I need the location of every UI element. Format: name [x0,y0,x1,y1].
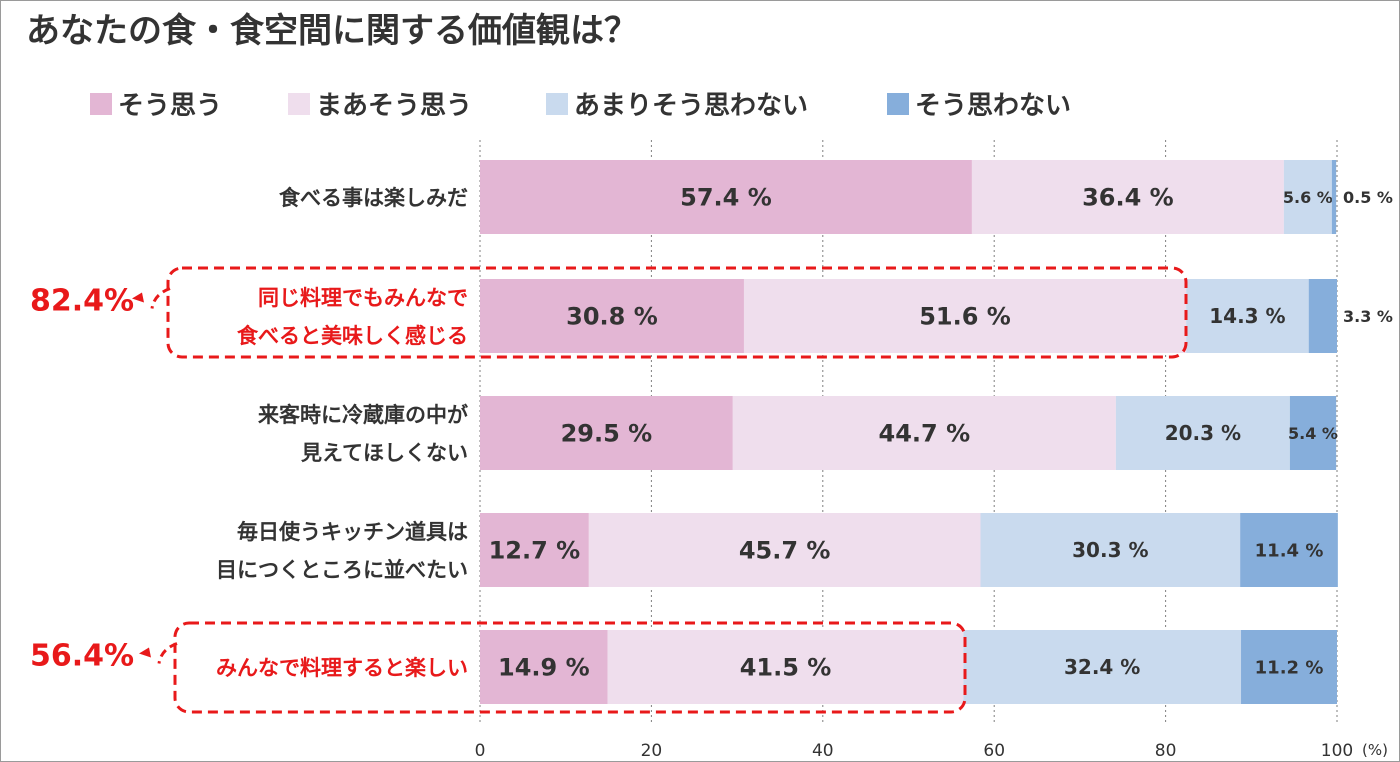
tick-label-0: 0 [475,741,486,761]
callout-pointer-1 [150,287,171,309]
data-label-4-3: 11.2 % [1255,657,1324,678]
bar-segment-1-1 [743,279,1187,353]
bar-segment-3-1 [588,513,981,587]
bar-segment-4-3 [1241,630,1337,704]
x-axis: 0 20 40 60 80 100 (%) [475,741,1388,761]
bar-segment-4-1 [607,630,964,704]
callouts: 82.4% 56.4% [30,266,1188,714]
callout-arrow-4 [139,647,151,658]
legend-label-2: あまりそう思わない [574,91,808,121]
tick-label-1: 20 [641,741,663,761]
bar-segment-4-2 [963,630,1242,704]
data-label-0-2: 5.6 % [1283,188,1333,207]
category-label-1-1: 食べると美味しく感じる [237,324,468,348]
bar-segment-1-0 [480,279,744,353]
data-label-0-0: 57.4 % [680,184,772,212]
bars: 57.4 % 36.4 % 5.6 % 0.5 % 30.8 % 51.6 % 14.3 %… [480,160,1393,704]
callout-value-4: 56.4% [30,639,134,674]
chart-title: あなたの食・食空間に関する価値観は？ [26,11,638,51]
legend-swatch-1 [288,93,310,115]
data-label-3-2: 30.3 % [1072,538,1148,562]
callout-box-1 [166,266,1188,359]
category-label-2-0: 来客時に冷蔵庫の中が [258,403,468,427]
category-label-0-0: 食べる事は楽しみだ [279,186,468,210]
legend-label-0: そう思う [118,91,222,121]
data-label-2-2: 20.3 % [1165,421,1241,445]
category-label-2-1: 見えてほしくない [301,441,468,465]
bar-segment-0-0 [480,160,972,234]
callout-pointer-4 [157,642,178,664]
data-label-4-0: 14.9 % [498,654,590,682]
axis-unit: (%) [1362,741,1388,759]
data-label-2-1: 44.7 % [879,420,971,448]
data-label-1-1: 51.6 % [919,303,1011,331]
data-label-1-2: 14.3 % [1209,304,1285,328]
legend: そう思う まあそう思う あまりそう思わない そう思わない [90,91,1071,121]
bar-segment-3-2 [980,513,1241,587]
data-label-4-2: 32.4 % [1064,655,1140,679]
category-label-3-0: 毎日使うキッチン道具は [237,520,468,544]
legend-swatch-0 [90,93,112,115]
legend-swatch-2 [546,93,568,115]
data-label-0-1: 36.4 % [1082,184,1174,212]
legend-label-1: まあそう思う [316,91,472,121]
data-label-3-3: 11.4 % [1255,540,1324,561]
callout-box-4 [173,621,967,714]
bar-segment-3-3 [1240,513,1338,587]
data-label-1-3: 3.3 % [1343,307,1393,326]
bar-segment-0-3 [1331,160,1337,234]
bar-segment-3-0 [480,513,589,587]
bar-segment-2-1 [732,396,1116,470]
tick-label-3: 60 [983,741,1005,761]
callout-arrow-1 [132,292,144,303]
legend-swatch-3 [887,93,909,115]
bar-segment-2-0 [480,396,733,470]
bar-segment-0-2 [1283,160,1332,234]
data-label-3-1: 45.7 % [739,537,831,565]
data-label-2-3: 5.4 % [1288,424,1338,443]
data-label-2-0: 29.5 % [561,420,653,448]
bar-segment-2-3 [1289,396,1337,470]
legend-label-3: そう思わない [915,91,1071,121]
bar-segment-4-0 [480,630,608,704]
category-labels: 食べる事は楽しみだ同じ料理でもみんなで食べると美味しく感じる来客時に冷蔵庫の中が… [216,186,468,680]
category-label-3-1: 目につくところに並べたい [216,558,468,582]
bar-segment-1-3 [1308,279,1337,353]
category-label-4-0: みんなで料理すると楽しい [216,656,468,680]
data-label-0-3: 0.5 % [1343,188,1393,207]
bar-segment-1-2 [1186,279,1309,353]
bar-segment-2-2 [1115,396,1290,470]
callout-value-1: 82.4% [30,284,134,319]
tick-label-5: 100 [1321,741,1353,761]
data-label-3-0: 12.7 % [489,537,581,565]
data-label-1-0: 30.8 % [566,303,658,331]
bar-segment-0-1 [971,160,1284,234]
tick-label-4: 80 [1155,741,1177,761]
tick-label-2: 40 [812,741,834,761]
category-label-1-0: 同じ料理でもみんなで [258,286,468,310]
data-label-4-1: 41.5 % [740,654,832,682]
